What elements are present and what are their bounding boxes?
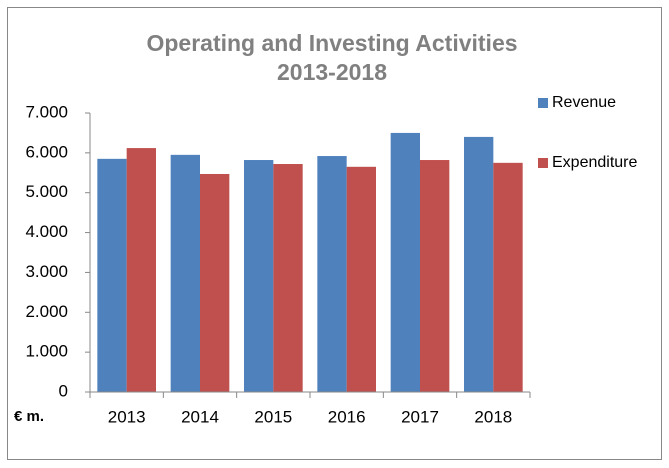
- x-tick-label: 2015: [254, 407, 292, 426]
- bar: [126, 148, 156, 392]
- legend-label: Expenditure: [552, 154, 637, 171]
- x-tick-label: 2013: [108, 407, 146, 426]
- bar: [390, 132, 420, 392]
- x-tick-label: 2014: [181, 407, 219, 426]
- bar: [317, 156, 347, 392]
- y-tick-label: 6.000: [25, 142, 68, 161]
- legend-swatch: [538, 98, 548, 108]
- y-tick-label: 4.000: [25, 222, 68, 241]
- y-tick-label: 7.000: [25, 102, 68, 121]
- bar: [200, 173, 230, 392]
- y-tick-label: 1.000: [25, 342, 68, 361]
- y-tick-label: 2.000: [25, 302, 68, 321]
- bar: [420, 160, 450, 392]
- x-tick-label: 2016: [328, 407, 366, 426]
- y-tick-label: 0: [59, 381, 68, 400]
- bar: [493, 162, 523, 392]
- y-tick-label: 3.000: [25, 262, 68, 281]
- bar: [244, 160, 274, 392]
- bar: [97, 158, 127, 392]
- bar: [273, 164, 303, 392]
- y-unit-label: € m.: [14, 408, 44, 425]
- chart-title: 2013-2018: [277, 59, 387, 85]
- chart-title: Operating and Investing Activities: [146, 30, 517, 56]
- x-tick-label: 2017: [401, 407, 439, 426]
- y-tick-label: 5.000: [25, 182, 68, 201]
- x-tick-label: 2018: [474, 407, 512, 426]
- legend-label: Revenue: [552, 94, 616, 111]
- bar: [346, 166, 376, 392]
- bar: [170, 154, 200, 392]
- legend-swatch: [538, 158, 548, 168]
- bar: [464, 136, 494, 392]
